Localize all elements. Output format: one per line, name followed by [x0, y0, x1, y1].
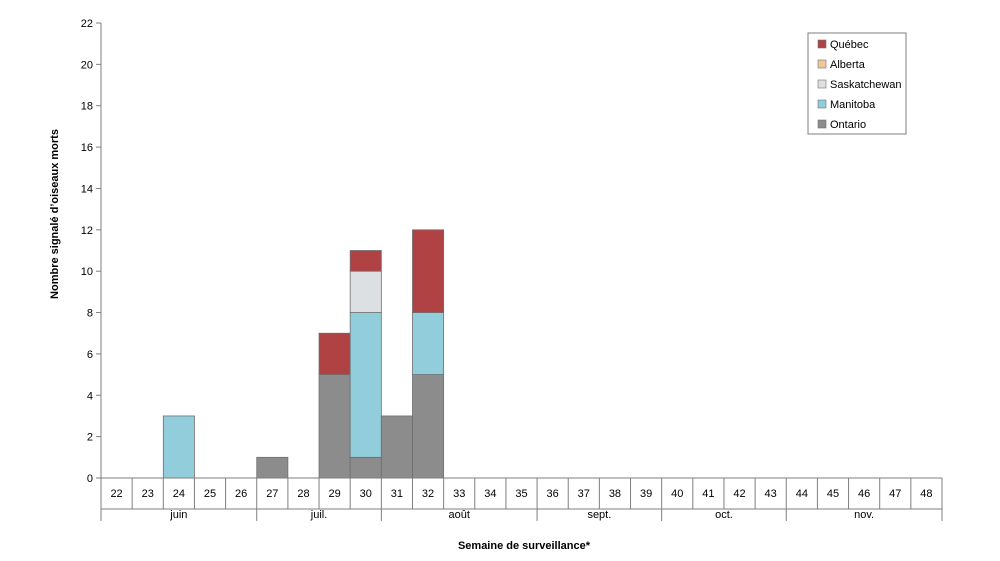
x-week-label: 40: [671, 488, 683, 500]
bar-segment-qubec-week-32: [412, 229, 445, 313]
y-tick-label: 6: [87, 349, 93, 361]
legend-label-alberta: Alberta: [830, 59, 866, 71]
bar-segment-qubec-week-29: [318, 332, 351, 375]
bar-segment-manitoba-week-30: [349, 312, 382, 458]
y-tick-label: 8: [87, 308, 93, 320]
legend-swatch-qubec: [817, 39, 827, 49]
y-tick-label: 18: [81, 101, 93, 113]
x-week-label: 23: [142, 488, 154, 500]
y-axis: 0 2 4 6 8 10 12 14 16 18 20 22: [81, 18, 102, 485]
x-month-label: août: [448, 509, 469, 521]
legend-label-ontario: Ontario: [830, 119, 866, 131]
x-month-label: juin: [169, 509, 187, 521]
y-axis-title: Nombre signalé d’oiseaux morts: [49, 129, 61, 299]
x-week-label: 44: [796, 488, 808, 500]
x-week-label: 27: [266, 488, 278, 500]
x-week-label: 48: [920, 488, 932, 500]
x-week-label: 43: [765, 488, 777, 500]
x-month-label: nov.: [854, 509, 874, 521]
legend-swatch-manitoba: [817, 99, 827, 109]
bar-segment-saskatchewan-week-30: [349, 270, 382, 313]
y-tick-label: 20: [81, 59, 93, 71]
x-week-label: 41: [702, 488, 714, 500]
legend-label-manitoba: Manitoba: [830, 99, 876, 111]
bar-segment-ontario-week-27: [256, 456, 289, 479]
x-week-label: 35: [515, 488, 527, 500]
y-tick-label: 14: [81, 183, 93, 195]
y-tick-label: 16: [81, 142, 93, 154]
bars: [162, 229, 445, 479]
x-week-label: 32: [422, 488, 434, 500]
x-week-label: 39: [640, 488, 652, 500]
legend-swatch-alberta: [817, 59, 827, 69]
y-tick-label: 12: [81, 225, 93, 237]
x-week-label: 42: [733, 488, 745, 500]
x-month-label: sept.: [587, 509, 611, 521]
x-week-label: 29: [328, 488, 340, 500]
x-week-label: 33: [453, 488, 465, 500]
x-week-label: 38: [609, 488, 621, 500]
x-week-label: 25: [204, 488, 216, 500]
x-week-label: 46: [858, 488, 870, 500]
legend: Québec Alberta Saskatchewan Manitoba Ontario: [807, 32, 907, 135]
bar-segment-ontario-week-31: [380, 415, 413, 479]
bar-segment-ontario-week-32: [412, 374, 445, 479]
x-week-label: 36: [547, 488, 559, 500]
legend-swatch-saskatchewan: [817, 79, 827, 89]
x-month-label: juil.: [310, 509, 328, 521]
y-tick-label: 2: [87, 432, 93, 444]
x-axis: 22 23 24 25 26 27 28 29 30 31 32 33 34 35 36 37 38 39 40 41…: [100, 477, 943, 521]
x-week-label: 24: [173, 488, 185, 500]
bar-segment-ontario-week-29: [318, 374, 351, 479]
x-week-label: 31: [391, 488, 403, 500]
x-week-label: 30: [360, 488, 372, 500]
y-tick-label: 22: [81, 18, 93, 30]
bar-segment-ontario-week-30: [349, 456, 382, 479]
y-tick-label: 10: [81, 266, 93, 278]
bar-segment-manitoba-week-24: [162, 415, 195, 479]
x-week-label: 22: [110, 488, 122, 500]
y-tick-label: 0: [87, 473, 93, 485]
x-axis-title: Semaine de surveillance*: [458, 540, 591, 552]
bar-segment-manitoba-week-32: [412, 312, 445, 375]
legend-swatch-ontario: [817, 119, 827, 129]
x-week-label: 47: [889, 488, 901, 500]
legend-label-qubec: Québec: [830, 39, 869, 51]
x-week-label: 34: [484, 488, 496, 500]
legend-label-saskatchewan: Saskatchewan: [830, 79, 902, 91]
x-week-label: 28: [297, 488, 309, 500]
x-week-label: 26: [235, 488, 247, 500]
bar-segment-qubec-week-30: [349, 250, 382, 272]
y-tick-label: 4: [87, 390, 93, 402]
x-week-label: 45: [827, 488, 839, 500]
x-week-label: 37: [578, 488, 590, 500]
x-month-label: oct.: [715, 509, 733, 521]
